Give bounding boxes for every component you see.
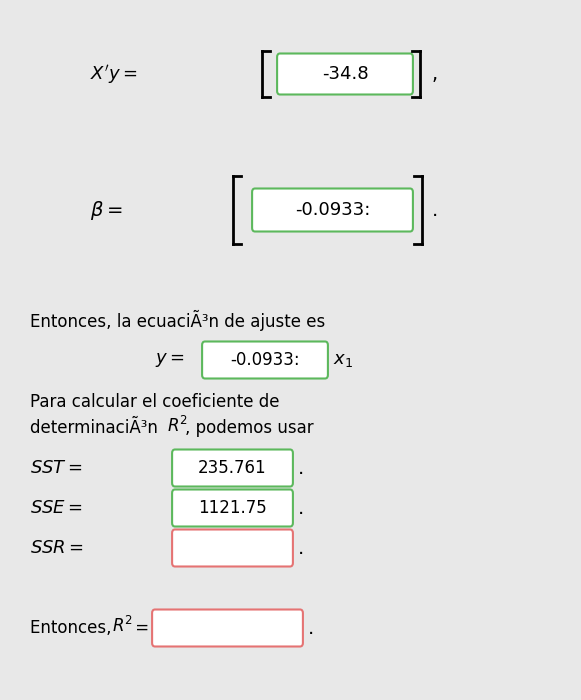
Text: -0.0933:: -0.0933: <box>295 201 370 219</box>
Text: =: = <box>130 619 149 637</box>
Text: $x_1$: $x_1$ <box>333 351 353 369</box>
FancyBboxPatch shape <box>172 529 293 566</box>
FancyBboxPatch shape <box>172 449 293 486</box>
Text: 1121.75: 1121.75 <box>198 499 267 517</box>
FancyBboxPatch shape <box>252 188 413 232</box>
Text: .: . <box>432 200 438 220</box>
Text: .: . <box>298 498 304 517</box>
FancyBboxPatch shape <box>172 489 293 526</box>
Text: .: . <box>298 458 304 477</box>
Text: determinaciÃ³n: determinaciÃ³n <box>30 419 163 437</box>
Text: $SSE =$: $SSE =$ <box>30 499 83 517</box>
Text: $SST =$: $SST =$ <box>30 459 83 477</box>
Text: -34.8: -34.8 <box>322 65 368 83</box>
Text: Entonces,: Entonces, <box>30 619 117 637</box>
Text: ,: , <box>432 66 438 85</box>
Text: Entonces, la ecuaciÃ³n de ajuste es: Entonces, la ecuaciÃ³n de ajuste es <box>30 309 325 330</box>
Text: 235.761: 235.761 <box>198 459 267 477</box>
Text: .: . <box>308 619 314 638</box>
Text: $R^2$: $R^2$ <box>167 416 188 436</box>
FancyBboxPatch shape <box>277 53 413 94</box>
Text: $y =$: $y =$ <box>155 351 185 369</box>
Text: Para calcular el coeficiente de: Para calcular el coeficiente de <box>30 393 279 411</box>
Text: $SSR =$: $SSR =$ <box>30 539 84 557</box>
Text: $R^2$: $R^2$ <box>112 616 133 636</box>
Text: , podemos usar: , podemos usar <box>185 419 314 437</box>
FancyBboxPatch shape <box>202 342 328 379</box>
FancyBboxPatch shape <box>152 610 303 647</box>
Text: $\beta =$: $\beta =$ <box>90 199 123 221</box>
Text: $X'y =$: $X'y =$ <box>90 64 138 87</box>
Text: -0.0933:: -0.0933: <box>230 351 300 369</box>
Text: .: . <box>298 538 304 557</box>
